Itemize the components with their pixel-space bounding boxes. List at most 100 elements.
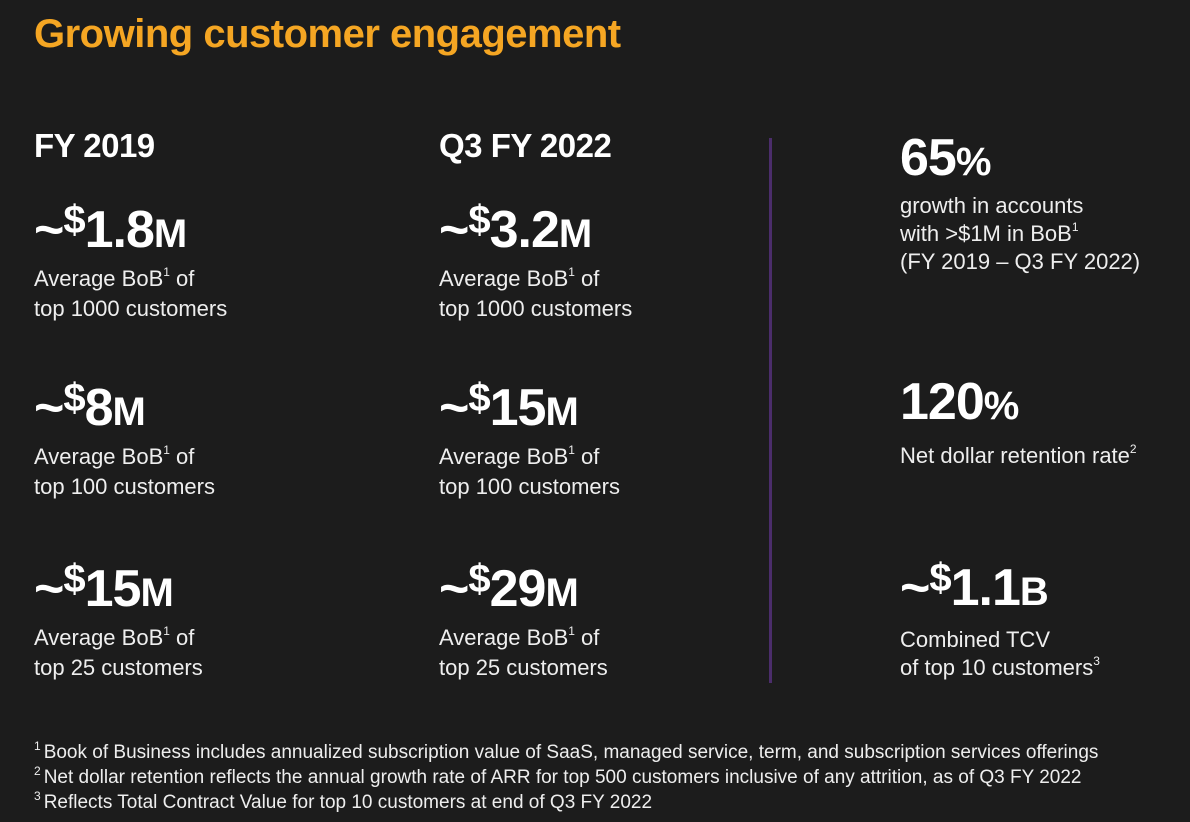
desc-line2: top 25 customers: [34, 655, 203, 680]
footnote-ref: 2: [1129, 442, 1137, 456]
approx-sign: ~: [439, 560, 469, 618]
approx-sign: ~: [439, 201, 469, 259]
stat-description: Average BoB1 of top 25 customers: [439, 623, 759, 683]
desc-line-with-ref: of top 10 customers3: [900, 654, 1180, 682]
currency-sign: $: [468, 198, 490, 242]
stat-fy2019-top100: ~$8M Average BoB1 of top 100 customers: [34, 368, 354, 502]
desc-line-text: with >$1M in BoB: [900, 221, 1072, 246]
approx-sign: ~: [34, 201, 64, 259]
approx-sign: ~: [34, 379, 64, 437]
footnote-1: 1 Book of Business includes annualized su…: [34, 740, 1098, 765]
page-title: Growing customer engagement: [34, 12, 621, 56]
highlight-value: 120%: [900, 372, 1180, 436]
highlight-value: 65%: [900, 128, 1180, 192]
desc-line1: Average BoB: [439, 625, 569, 650]
currency-sign: $: [468, 557, 490, 601]
stat-description: Average BoB1 of top 100 customers: [34, 442, 354, 502]
stat-number: 1.8: [84, 201, 155, 259]
highlight-unit: %: [955, 140, 992, 184]
desc-tail: of: [574, 444, 600, 469]
stat-value: ~$29M: [439, 549, 759, 623]
highlight-accounts-growth: 65% growth in accounts with >$1M in BoB1…: [900, 128, 1180, 276]
desc-line2: top 1000 customers: [439, 296, 633, 321]
desc-line2: top 1000 customers: [34, 296, 228, 321]
currency-sign: $: [63, 557, 85, 601]
stat-value: ~$1.8M: [34, 190, 354, 264]
footnote-3: 3 Reflects Total Contract Value for top 1…: [34, 790, 1098, 815]
footnote-number: 1: [34, 739, 41, 753]
highlight-unit: B: [1019, 570, 1049, 614]
stat-q3fy2022-top1000: ~$3.2M Average BoB1 of top 1000 customers: [439, 190, 759, 324]
stat-number: 15: [84, 560, 142, 618]
desc-line-text: of top 10 customers: [900, 655, 1094, 680]
desc-tail: of: [574, 625, 600, 650]
desc-line1: Average BoB: [34, 625, 164, 650]
desc-tail: of: [169, 444, 195, 469]
footnote-2: 2 Net dollar retention reflects the annua…: [34, 765, 1098, 790]
footnote-ref: 3: [1093, 654, 1100, 668]
stat-number: 29: [489, 560, 547, 618]
stat-unit: M: [545, 390, 578, 434]
highlight-number: 65: [900, 129, 957, 187]
footnote-ref: 1: [1071, 220, 1079, 234]
highlight-tcv: ~$1.1B Combined TCV of top 10 customers3: [900, 548, 1180, 682]
footnote-text: Reflects Total Contract Value for top 10…: [43, 792, 653, 813]
stat-number: 3.2: [489, 201, 560, 259]
highlight-retention: 120% Net dollar retention rate2: [900, 372, 1180, 470]
footnote-number: 3: [34, 789, 41, 803]
stat-description: Average BoB1 of top 100 customers: [439, 442, 759, 502]
stat-number: 8: [84, 379, 114, 437]
footnotes: 1 Book of Business includes annualized su…: [34, 740, 1098, 815]
stat-description: Average BoB1 of top 1000 customers: [439, 264, 759, 324]
desc-line2: top 100 customers: [34, 474, 215, 499]
desc-line-with-ref: Net dollar retention rate2: [900, 442, 1180, 470]
stat-unit: M: [112, 390, 146, 434]
footnote-number: 2: [34, 764, 41, 778]
desc-line1: Average BoB: [34, 266, 164, 291]
stat-unit: M: [558, 212, 592, 256]
currency-sign: $: [63, 198, 85, 242]
footnote-text: Book of Business includes annualized sub…: [43, 742, 1099, 763]
vertical-divider: [769, 138, 772, 683]
stat-value: ~$8M: [34, 368, 354, 442]
desc-line: (FY 2019 – Q3 FY 2022): [900, 249, 1141, 274]
stat-value: ~$3.2M: [439, 190, 759, 264]
stat-unit: M: [153, 212, 187, 256]
desc-line: Combined TCV: [900, 627, 1050, 652]
approx-sign: ~: [439, 379, 469, 437]
desc-line-text: Net dollar retention rate: [900, 443, 1130, 468]
footnote-ref: 1: [568, 624, 575, 638]
desc-tail: of: [574, 266, 600, 291]
highlight-description: Net dollar retention rate2: [900, 442, 1180, 470]
highlight-description: Combined TCV of top 10 customers3: [900, 626, 1180, 682]
desc-line2: top 100 customers: [439, 474, 620, 499]
stat-unit: M: [545, 571, 578, 615]
approx-sign: ~: [900, 559, 930, 617]
desc-line: growth in accounts: [900, 193, 1084, 218]
desc-tail: of: [169, 266, 195, 291]
currency-sign: $: [929, 556, 951, 600]
footnote-text: Net dollar retention reflects the annual…: [43, 767, 1082, 788]
stat-description: Average BoB1 of top 25 customers: [34, 623, 354, 683]
stat-fy2019-top1000: ~$1.8M Average BoB1 of top 1000 customers: [34, 190, 354, 324]
stat-value: ~$15M: [34, 549, 354, 623]
highlight-unit: %: [983, 384, 1020, 428]
desc-line1: Average BoB: [439, 444, 569, 469]
currency-sign: $: [468, 376, 490, 420]
desc-line1: Average BoB: [34, 444, 164, 469]
stat-number: 15: [489, 379, 547, 437]
footnote-ref: 1: [568, 443, 575, 457]
footnote-ref: 1: [568, 265, 575, 279]
stat-q3fy2022-top100: ~$15M Average BoB1 of top 100 customers: [439, 368, 759, 502]
highlight-number: 120: [900, 373, 985, 431]
stat-q3fy2022-top25: ~$29M Average BoB1 of top 25 customers: [439, 549, 759, 683]
desc-tail: of: [169, 625, 195, 650]
approx-sign: ~: [34, 560, 64, 618]
highlight-description: growth in accounts with >$1M in BoB1 (FY…: [900, 192, 1180, 276]
desc-line1: Average BoB: [439, 266, 569, 291]
footnote-ref: 1: [163, 443, 170, 457]
stat-fy2019-top25: ~$15M Average BoB1 of top 25 customers: [34, 549, 354, 683]
footnote-ref: 1: [163, 624, 170, 638]
footnote-ref: 1: [163, 265, 170, 279]
stat-unit: M: [140, 571, 173, 615]
